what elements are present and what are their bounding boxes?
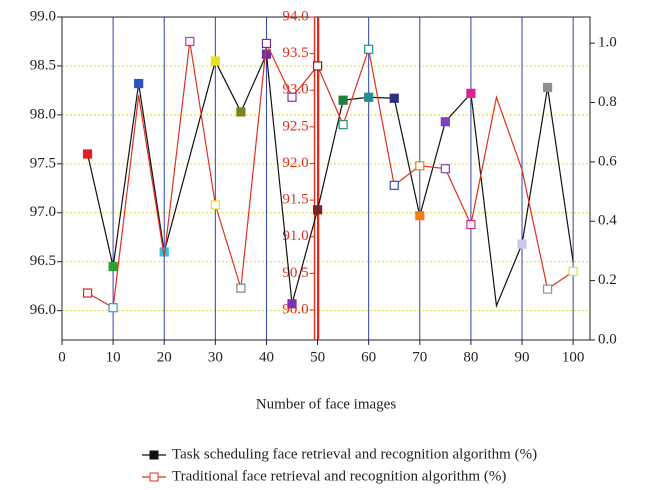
marker <box>364 44 374 54</box>
marker <box>440 164 450 174</box>
y-tick-label: 99.0 <box>30 8 56 24</box>
marker <box>108 303 118 313</box>
x-tick-label: 30 <box>208 349 223 365</box>
marker <box>466 219 476 230</box>
x-tick-label: 90 <box>515 349 530 365</box>
y3-tick-label: 92.5 <box>282 118 308 134</box>
marker <box>389 93 399 103</box>
y3-tick-label: 92.0 <box>282 155 308 171</box>
y3-tick-label: 91.5 <box>282 192 308 208</box>
marker <box>185 36 195 47</box>
y3-tick-label: 91.0 <box>282 228 308 244</box>
marker <box>134 78 144 89</box>
marker <box>466 88 476 98</box>
marker <box>236 283 246 293</box>
marker <box>415 161 425 171</box>
marker <box>568 266 578 277</box>
marker <box>287 92 297 102</box>
marker <box>389 180 399 190</box>
x-tick-label: 70 <box>412 349 427 365</box>
y2-tick-label: 1.0 <box>598 35 617 51</box>
x-tick-label: 0 <box>58 349 66 365</box>
marker <box>364 92 374 102</box>
y-tick-label: 98.5 <box>30 57 56 73</box>
x-axis-label: Number of face images <box>256 396 397 412</box>
plot-frame <box>61 16 591 341</box>
y3-tick-label: 94.0 <box>282 8 308 24</box>
series-line <box>87 41 574 309</box>
marker <box>440 117 450 127</box>
x-tick-label: 40 <box>259 349 274 365</box>
marker <box>542 284 553 294</box>
marker <box>261 49 272 59</box>
marker <box>261 38 272 49</box>
x-tick-label: 80 <box>463 349 478 365</box>
x-tick-label: 60 <box>361 349 376 365</box>
y-tick-label: 96.5 <box>30 253 56 269</box>
y3-tick-label: 93.5 <box>282 45 308 61</box>
marker <box>287 299 297 309</box>
x-tick-label: 10 <box>106 349 121 365</box>
legend-label: Traditional face retrieval and recogniti… <box>172 468 506 484</box>
y-tick-label: 97.5 <box>30 155 56 171</box>
marker <box>415 211 425 221</box>
marker <box>542 82 553 93</box>
marker <box>210 200 220 210</box>
y3-tick-label: 90.5 <box>282 265 308 281</box>
x-tick-label: 20 <box>157 349 172 365</box>
marker <box>338 120 348 130</box>
marker <box>312 61 323 71</box>
marker <box>82 149 93 159</box>
marker <box>210 56 220 66</box>
x-tick-label: 100 <box>562 349 585 365</box>
marker <box>338 95 348 105</box>
marker <box>108 261 118 272</box>
y2-tick-label: 0.8 <box>598 94 617 110</box>
y2-tick-label: 0.0 <box>598 331 617 347</box>
marker <box>517 239 527 249</box>
legend-marker <box>149 472 159 482</box>
y2-tick-label: 0.6 <box>598 153 617 169</box>
y-tick-label: 97.0 <box>30 204 56 220</box>
series-line <box>86 51 574 309</box>
marker <box>312 205 323 215</box>
y-tick-label: 96.0 <box>30 302 56 318</box>
legend-label: Task scheduling face retrieval and recog… <box>172 446 537 462</box>
x-tick-label: 50 <box>310 349 325 365</box>
y2-tick-label: 0.2 <box>598 272 617 288</box>
marker <box>82 288 93 298</box>
marker <box>236 107 246 117</box>
y2-tick-label: 0.4 <box>598 213 617 229</box>
legend-marker <box>149 450 159 460</box>
y-tick-label: 98.0 <box>30 106 56 122</box>
